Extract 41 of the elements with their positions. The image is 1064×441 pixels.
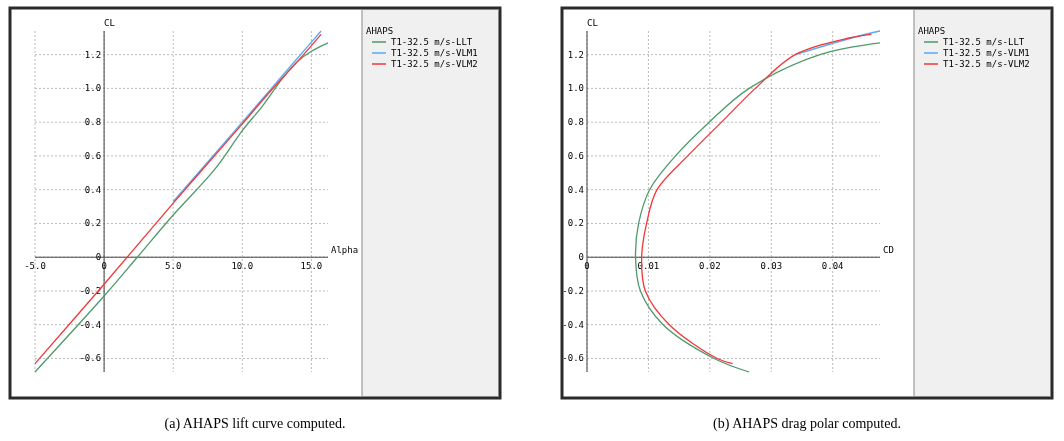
y-tick-label: 1.0 <box>567 83 584 94</box>
x-axis-title: Alpha <box>331 245 359 256</box>
y-tick-label: -0.2 <box>562 285 584 296</box>
text: (a) AHAPS lift curve computed. <box>164 416 346 432</box>
y-tick-label: 0.2 <box>567 218 584 229</box>
y-tick-label: 0.8 <box>567 117 584 128</box>
legend-title: AHAPS <box>366 26 394 36</box>
legend-label: T1-32.5 m/s-VLM1 <box>943 48 1030 58</box>
y-tick-label: 1.0 <box>84 83 102 94</box>
line-series <box>172 30 322 203</box>
y-tick-label: 0.6 <box>84 150 102 161</box>
x-tick-label: -5.0 <box>24 261 46 272</box>
y-axis-title: CL <box>104 18 115 28</box>
x-tick-label: 0.03 <box>760 261 783 272</box>
y-tick-label: -0.4 <box>79 319 102 330</box>
y-tick-label: 0.2 <box>84 218 102 229</box>
legend-label: T1-32.5 m/s-LLT <box>391 37 473 47</box>
x-axis-title: CD <box>883 245 894 256</box>
y-axis-title: CL <box>587 18 598 28</box>
y-tick-label: 0.4 <box>567 184 584 195</box>
legend-label: T1-32.5 m/s-VLM1 <box>391 48 478 58</box>
y-tick-label: -0.6 <box>562 353 584 364</box>
y-tick-label: 0.6 <box>567 150 584 161</box>
text: (b) AHAPS drag polar computed. <box>713 416 901 432</box>
legend-title: AHAPS <box>918 26 946 36</box>
y-tick-label: 0 <box>578 252 584 263</box>
y-tick-label: 1.2 <box>84 49 102 60</box>
x-tick-label: 0.04 <box>821 261 844 272</box>
y-tick-label: 1.2 <box>567 49 584 60</box>
x-tick-label: 5.0 <box>165 261 182 272</box>
y-tick-label: 0.4 <box>84 184 102 195</box>
y-tick-label: -0.6 <box>79 353 102 364</box>
legend-label: T1-32.5 m/s-VLM2 <box>391 59 478 69</box>
x-tick-label: 0.02 <box>699 261 721 272</box>
legend-label: T1-32.5 m/s-LLT <box>943 37 1025 47</box>
legend-label: T1-32.5 m/s-VLM2 <box>943 59 1030 69</box>
x-tick-label: 10.0 <box>231 261 254 272</box>
y-tick-label: 0.8 <box>84 117 102 128</box>
y-tick-label: -0.4 <box>562 319 584 330</box>
y-tick-label: 0 <box>95 252 102 263</box>
x-tick-label: 15.0 <box>300 261 323 272</box>
